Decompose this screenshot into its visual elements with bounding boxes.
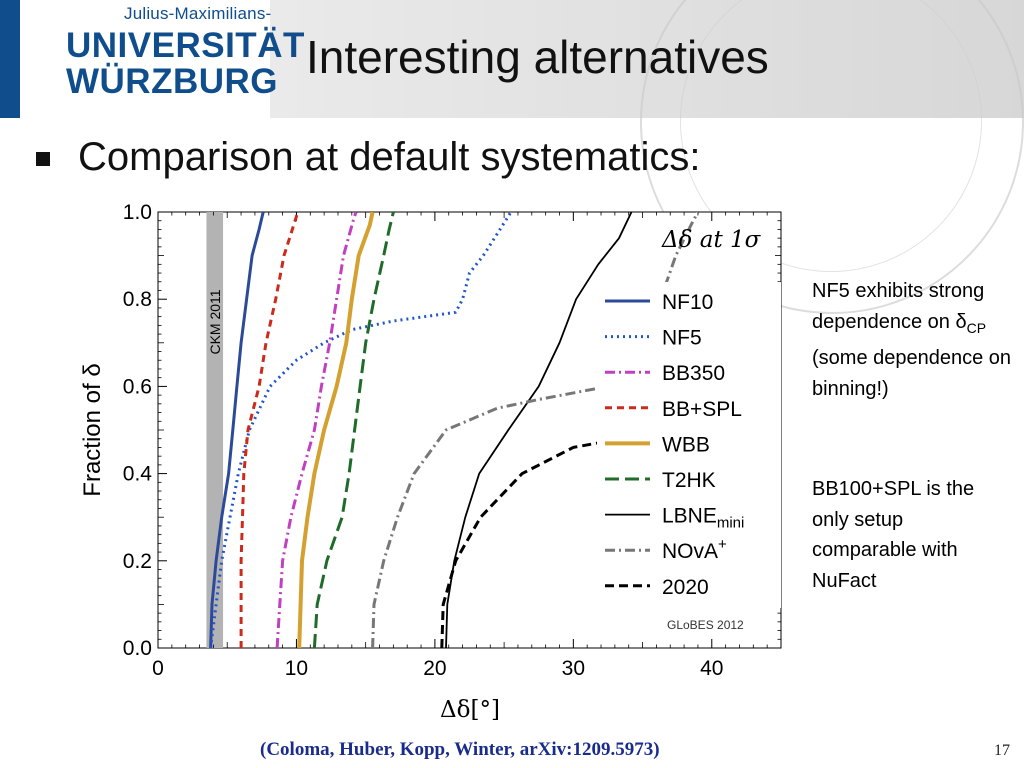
legend-label: LBNEmini — [662, 505, 744, 532]
side-note-nf5: NF5 exhibits strong dependence on δCP (s… — [812, 276, 1012, 404]
series-line-nf10 — [209, 212, 265, 648]
x-tick-label: 10 — [285, 657, 308, 680]
series-group — [209, 212, 781, 648]
legend-label: T2HK — [662, 469, 716, 492]
fraction-chart: CKM 2011 0 10 20 30 40 0.0 0.2 0.4 0.6 0.8 1.0 NF1… — [79, 201, 782, 723]
legend-label-name: NF5 — [662, 327, 702, 350]
y-tick-label: 0.8 — [123, 288, 152, 311]
series-line-lbne — [445, 212, 633, 648]
plot-title: Δδ at 1σ — [661, 227, 762, 253]
citation: (Coloma, Huber, Kopp, Winter, arXiv:1209… — [260, 739, 660, 760]
slide-title: Interesting alternatives — [306, 31, 769, 83]
legend-label-name: NOvA — [662, 540, 718, 563]
side-note-1-delta: δ — [955, 310, 967, 333]
series-line-bb-spl — [239, 212, 300, 648]
logo-line-1: UNIVERSITÄT — [66, 26, 305, 65]
y-tick-label: 0.0 — [123, 637, 152, 660]
x-tick-label: 40 — [700, 657, 723, 680]
legend-label-name: T2HK — [662, 469, 716, 492]
legend-label-name: NF10 — [662, 291, 713, 314]
x-tick-label: 20 — [423, 657, 446, 680]
x-tick-label: 0 — [152, 657, 164, 680]
legend-label: 2020 — [662, 576, 709, 599]
legend-label: NF5 — [662, 327, 702, 350]
y-tick-label: 1.0 — [123, 201, 152, 224]
series-line-t2hk — [312, 212, 395, 648]
logo-line-2: WÜRZBURG — [66, 62, 279, 101]
legend-label-name: 2020 — [662, 576, 709, 599]
y-tick-label: 0.2 — [123, 550, 152, 573]
university-logo-box — [20, 0, 270, 118]
side-note-1-a: NF5 exhibits strong dependence on — [812, 280, 985, 333]
legend-label-name: LBNE — [662, 505, 717, 528]
side-note-bb100: BB100+SPL is the only setup comparable w… — [812, 478, 975, 592]
university-logo-bar — [0, 0, 20, 118]
x-tick-label: 30 — [562, 657, 585, 680]
legend-label-sup: + — [718, 536, 727, 553]
y-tick-label: 0.6 — [123, 375, 152, 398]
series-line-nova — [371, 212, 700, 648]
x-axis-label: Δδ[°] — [440, 697, 500, 723]
slide-header: Julius-Maximilians- UNIVERSITÄT WÜRZBURG… — [0, 0, 1024, 314]
y-axis-label: Fraction of δ — [79, 363, 106, 496]
legend-label: WBB — [662, 433, 710, 456]
watermark: GLoBES 2012 — [667, 618, 744, 632]
bullet-text: Comparison at default systematics: — [78, 135, 701, 179]
logo-top-text: Julius-Maximilians- — [124, 4, 272, 23]
side-note-1-b: (some dependence on binning!) — [812, 347, 1012, 400]
legend-label-name: BB350 — [662, 362, 725, 385]
legend-label: BB+SPL — [662, 398, 742, 421]
legend-label: NF10 — [662, 291, 713, 314]
y-tick-label: 0.4 — [123, 463, 153, 486]
legend-label-sub: mini — [717, 515, 745, 532]
legend-label: NOvA+ — [662, 536, 727, 563]
side-note-1-sub: CP — [966, 319, 987, 336]
legend: NF10NF5BB350BB+SPLWBBT2HKLBNEminiNOvA+20… — [597, 282, 781, 608]
series-line-bb350 — [275, 212, 358, 648]
bullet-square-icon — [36, 152, 50, 166]
page-number: 17 — [994, 742, 1010, 759]
series-line-wbb — [297, 212, 375, 648]
ckm-band-label: CKM 2011 — [207, 289, 223, 354]
legend-label-name: BB+SPL — [662, 398, 742, 421]
legend-label-name: WBB — [662, 433, 710, 456]
legend-label: BB350 — [662, 362, 725, 385]
